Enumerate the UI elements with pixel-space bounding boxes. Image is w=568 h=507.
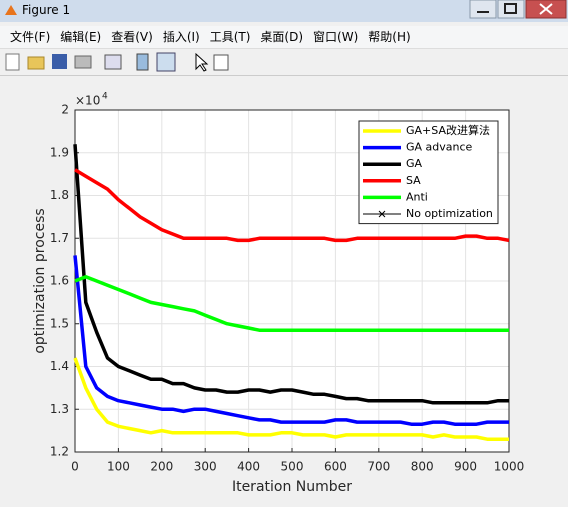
menu-bar: 文件(F) 编辑(E) 查看(V) 插入(I) 工具(T) 桌面(D) 窗口(W) 帮助(H) (0, 26, 568, 48)
legend-label: No optimization (406, 207, 493, 220)
x-tick-label: 800 (411, 460, 434, 474)
y-tick-label: 1.2 (50, 445, 69, 459)
y-tick-label: 1.4 (50, 359, 69, 373)
legend-label: GA (406, 157, 423, 170)
legend-label: GA advance (406, 141, 473, 154)
y-tick-label: 1.5 (50, 316, 69, 330)
legend-label: GA+SA改进算法 (406, 123, 490, 137)
legend-label: SA (406, 174, 421, 187)
x-axis-label: Iteration Number (232, 479, 352, 495)
menu-item[interactable]: 桌面(D) (260, 30, 304, 44)
x-tick-label: 900 (454, 460, 477, 474)
y-multiplier: ×10 (75, 94, 100, 108)
x-tick-label: 200 (150, 460, 173, 474)
legend-label: Anti (406, 190, 428, 203)
series-line (74, 168, 510, 243)
toolbar-icons[interactable] (0, 49, 240, 75)
series-line (74, 274, 509, 332)
menu-item[interactable]: 窗口(W) (313, 30, 359, 44)
y-tick-label: 1.8 (50, 188, 69, 202)
chart: 0 100 200 300 400 500 600 700 800 900 1000 1.2 1.3 1.… (32, 92, 525, 496)
x-tick-label: 100 (107, 460, 130, 474)
legend-marker (378, 210, 386, 218)
window-title: Figure 1 (22, 3, 71, 17)
y-axis-label: optimization process (32, 208, 48, 353)
menu-item[interactable]: 插入(I) (162, 30, 200, 44)
x-tick-label: 1000 (494, 460, 525, 474)
toolbar (0, 48, 568, 76)
x-tick-label: 400 (237, 460, 260, 474)
y-tick-label: 1.7 (50, 231, 69, 245)
y-tick-label: 1.6 (50, 274, 69, 288)
series-line (73, 255, 509, 426)
series-line (73, 144, 509, 405)
menu-item[interactable]: 工具(T) (209, 30, 251, 44)
menu-item[interactable]: 文件(F) (10, 30, 51, 44)
x-tick-label: 700 (367, 460, 390, 474)
y-tick-label: 1.3 (50, 402, 69, 416)
title-bar: Figure 1 (0, 0, 568, 22)
menu-item[interactable]: 查看(V) (111, 30, 153, 44)
menu-item[interactable]: 编辑(E) (60, 30, 102, 44)
legend: GA+SA改进算法 GA advance GA SA Anti No optimizati… (358, 120, 499, 225)
menu-item[interactable]: 帮助(H) (368, 30, 411, 44)
y-multiplier-power: 4 (102, 92, 108, 102)
series-line (73, 357, 509, 441)
legend-box (358, 120, 499, 225)
app-icon (5, 5, 17, 15)
x-tick-label: 0 (71, 460, 79, 474)
y-tick-label: 1.9 (50, 145, 69, 159)
y-tick-label: 2 (61, 103, 69, 117)
x-tick-label: 300 (194, 460, 217, 474)
window-buttons[interactable] (468, 0, 568, 20)
x-tick-label: 600 (324, 460, 347, 474)
x-tick-label: 500 (281, 460, 304, 474)
